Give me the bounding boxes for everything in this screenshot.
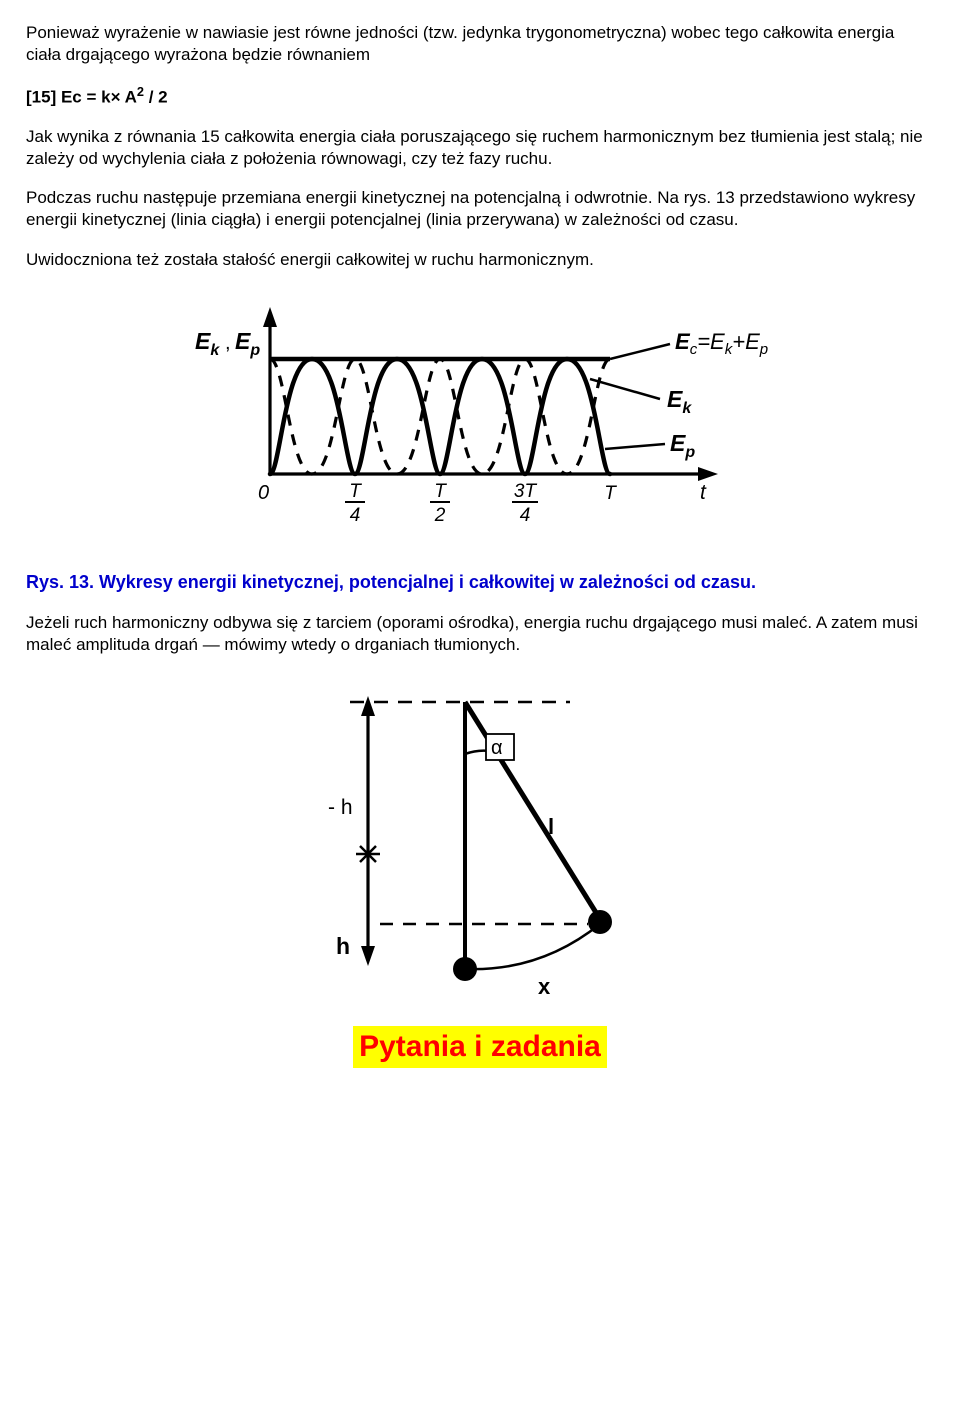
paragraph-4: Uwidoczniona też została stałość energii… (26, 249, 934, 271)
paragraph-2: Jak wynika z równania 15 całkowita energ… (26, 126, 934, 170)
paragraph-3: Podczas ruchu następuje przemiana energi… (26, 187, 934, 231)
label-l: l (548, 814, 554, 839)
svg-text:Ep: Ep (670, 430, 695, 461)
label-x: x (538, 974, 551, 999)
legend-ec-eq: =E (697, 329, 725, 354)
legend-ec-plus: +E (732, 329, 760, 354)
eq-lhs: Ec (61, 87, 82, 106)
figure-14: - h h α l x (26, 674, 934, 1010)
svg-text:4: 4 (350, 505, 361, 526)
eq-label: [15] (26, 87, 56, 106)
label-alpha: α (491, 737, 503, 759)
pendulum-svg: - h h α l x (290, 674, 670, 1004)
svg-text:Ep: Ep (235, 328, 260, 359)
paragraph-intro: Ponieważ wyrażenie w nawiasie jest równe… (26, 22, 934, 66)
energy-graph-svg: Ek , Ep Ec=Ek+Ep Ek Ep 0 T 4 T 2 3T 4 T (170, 289, 790, 544)
legend-ep-sub: p (684, 444, 695, 461)
svg-text:3T: 3T (514, 481, 538, 502)
svg-text:T: T (604, 483, 617, 504)
y-label-ep: E (235, 328, 251, 354)
svg-text:,: , (225, 332, 231, 354)
eq-rhs-post: / 2 (144, 87, 168, 106)
legend-ek: E (667, 386, 683, 412)
y-label-ep-sub: p (249, 342, 260, 359)
figure-13-caption: Rys. 13. Wykresy energii kinetycznej, po… (26, 571, 934, 594)
legend-ec: E (675, 329, 691, 354)
svg-text:2: 2 (434, 505, 446, 526)
tick-1-num: T (349, 481, 362, 502)
eq-rhs-pre: = k× A (87, 87, 137, 106)
equation-15: [15] Ec = k× A2 / 2 (26, 84, 934, 108)
x-axis-label: t (700, 481, 707, 504)
label-h: h (336, 933, 350, 959)
eq-exponent: 2 (137, 84, 144, 99)
legend-ep: E (670, 430, 686, 456)
paragraph-5: Jeżeli ruch harmoniczny odbywa się z tar… (26, 612, 934, 656)
svg-text:4: 4 (520, 505, 531, 526)
tick-2-num: T (434, 481, 447, 502)
svg-text:Ek: Ek (667, 386, 692, 417)
legend-ec-sub2: p (759, 341, 768, 358)
section-title: Pytania i zadania (353, 1026, 607, 1068)
y-label-ek-sub: k (210, 342, 220, 359)
legend-ek-sub: k (682, 400, 692, 417)
tick-2-den: 2 (434, 505, 446, 526)
svg-text:Ek: Ek (195, 328, 220, 359)
y-label-ek: E (195, 328, 211, 354)
svg-text:T: T (434, 481, 447, 502)
origin-label: 0 (258, 482, 269, 504)
svg-text:T: T (349, 481, 362, 502)
figure-13: Ek , Ep Ec=Ek+Ep Ek Ep 0 T 4 T 2 3T 4 T (26, 289, 934, 550)
label-neg-h: - h (328, 796, 353, 819)
tick-3-num: 3T (514, 481, 538, 502)
tick-3-den: 4 (520, 505, 531, 526)
svg-text:Ec=Ek+Ep: Ec=Ek+Ep (675, 329, 768, 358)
tick-1-den: 4 (350, 505, 361, 526)
tick-4: T (604, 483, 617, 504)
